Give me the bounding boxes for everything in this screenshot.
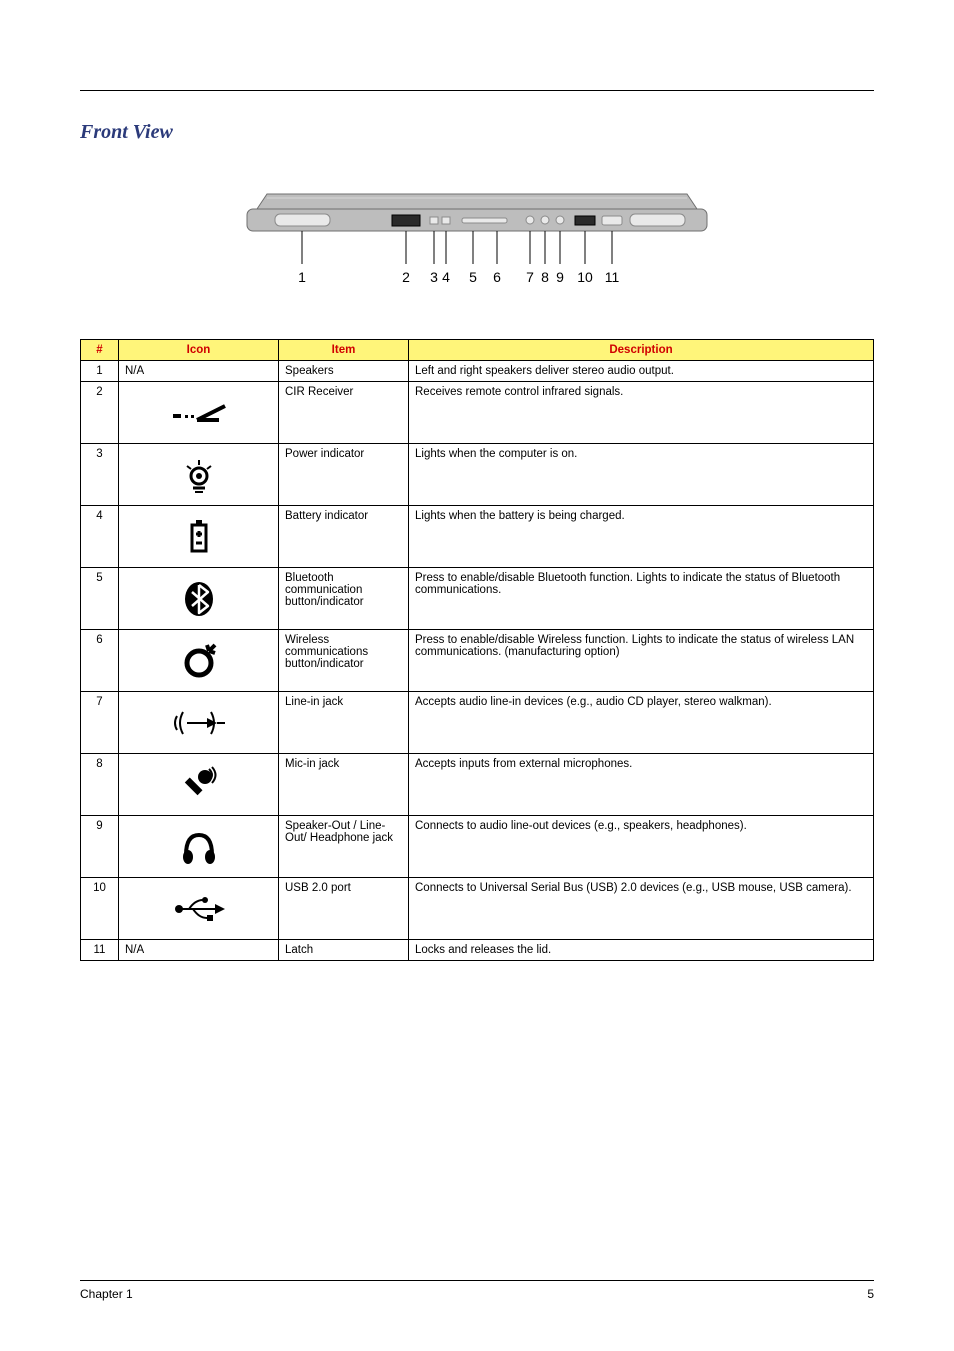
cell-icon — [119, 382, 279, 444]
cell-num: 10 — [81, 878, 119, 940]
cell-item: Wireless communications button/indicator — [279, 630, 409, 692]
cell-desc: Locks and releases the lid. — [409, 940, 874, 961]
front-view-figure: 1 2 3 4 5 6 7 8 9 10 11 — [80, 184, 874, 299]
table-header: # Icon Item Description — [81, 340, 874, 361]
cell-desc: Receives remote control infrared signals… — [409, 382, 874, 444]
power-indicator-icon — [180, 456, 218, 494]
callout-6: 6 — [493, 269, 501, 285]
callout-8: 8 — [541, 269, 549, 285]
th-item: Item — [279, 340, 409, 361]
callout-3: 3 — [430, 269, 438, 285]
callout-11: 11 — [605, 269, 620, 285]
cell-item: Mic-in jack — [279, 754, 409, 816]
wireless-icon — [179, 643, 219, 679]
cell-desc: Lights when the computer is on. — [409, 444, 874, 506]
cell-desc: Connects to Universal Serial Bus (USB) 2… — [409, 878, 874, 940]
page-footer: Chapter 1 5 — [80, 1280, 874, 1301]
table-row: 6 Wireless communications button/indicat… — [81, 630, 874, 692]
callout-10: 10 — [577, 269, 593, 285]
cell-desc: Press to enable/disable Wireless functio… — [409, 630, 874, 692]
headphone-icon — [178, 827, 220, 867]
page-number: 5 — [867, 1287, 874, 1301]
cell-icon — [119, 754, 279, 816]
table-row: 3 Power indicator Lights when the comput… — [81, 444, 874, 506]
cell-desc: Accepts audio line-in devices (e.g., aud… — [409, 692, 874, 754]
cell-num: 3 — [81, 444, 119, 506]
cell-icon — [119, 568, 279, 630]
cell-num: 1 — [81, 361, 119, 382]
table-row: 10 USB 2.0 port Connects to Universal Se… — [81, 878, 874, 940]
cell-num: 11 — [81, 940, 119, 961]
table-row: 1 N/A Speakers Left and right speakers d… — [81, 361, 874, 382]
chapter-label: Chapter 1 — [80, 1287, 133, 1301]
table-row: 5 Bluetooth communication button/indicat… — [81, 568, 874, 630]
callout-7: 7 — [526, 269, 534, 285]
cell-desc: Left and right speakers deliver stereo a… — [409, 361, 874, 382]
cell-num: 5 — [81, 568, 119, 630]
cell-item: Latch — [279, 940, 409, 961]
cell-num: 2 — [81, 382, 119, 444]
cell-num: 4 — [81, 506, 119, 568]
cell-num: 8 — [81, 754, 119, 816]
callout-9: 9 — [556, 269, 564, 285]
ports-table: # Icon Item Description 1 N/A Speakers L… — [80, 339, 874, 961]
cell-num: 9 — [81, 816, 119, 878]
bluetooth-icon — [182, 580, 216, 618]
laptop-front-svg: 1 2 3 4 5 6 7 8 9 10 11 — [237, 184, 717, 294]
cell-icon — [119, 692, 279, 754]
mic-icon — [179, 765, 219, 805]
cell-icon — [119, 878, 279, 940]
callout-2: 2 — [402, 269, 410, 285]
th-num: # — [81, 340, 119, 361]
cell-item: Battery indicator — [279, 506, 409, 568]
usb-icon — [171, 896, 227, 922]
cell-item: Speaker-Out / Line-Out/ Headphone jack — [279, 816, 409, 878]
table-row: 2 CIR Receiver Receives remote control i… — [81, 382, 874, 444]
cell-desc: Accepts inputs from external microphones… — [409, 754, 874, 816]
footer-rule — [80, 1280, 874, 1281]
top-rule — [80, 90, 874, 91]
cell-num: 7 — [81, 692, 119, 754]
cell-item: Line-in jack — [279, 692, 409, 754]
cell-icon — [119, 506, 279, 568]
callout-4: 4 — [442, 269, 450, 285]
page: Front View — [0, 0, 954, 1351]
table-row: 11 N/A Latch Locks and releases the lid. — [81, 940, 874, 961]
cell-icon: N/A — [119, 361, 279, 382]
table-row: 9 Speaker-Out / Line-Out/ Headphone jack… — [81, 816, 874, 878]
cir-icon — [171, 400, 227, 426]
cell-icon: N/A — [119, 940, 279, 961]
line-in-icon — [171, 706, 227, 740]
table-row: 4 Battery indicator Lights when the batt… — [81, 506, 874, 568]
cell-icon — [119, 444, 279, 506]
th-icon: Icon — [119, 340, 279, 361]
callout-1: 1 — [298, 269, 306, 285]
table-row: 8 Mic-in jack Accepts inputs from extern… — [81, 754, 874, 816]
callout-5: 5 — [469, 269, 477, 285]
section-title: Front View — [80, 121, 874, 144]
cell-item: USB 2.0 port — [279, 878, 409, 940]
cell-desc: Connects to audio line-out devices (e.g.… — [409, 816, 874, 878]
cell-icon — [119, 630, 279, 692]
cell-item: Power indicator — [279, 444, 409, 506]
cell-item: Bluetooth communication button/indicator — [279, 568, 409, 630]
cell-item: CIR Receiver — [279, 382, 409, 444]
th-desc: Description — [409, 340, 874, 361]
cell-icon — [119, 816, 279, 878]
cell-item: Speakers — [279, 361, 409, 382]
battery-icon — [184, 517, 214, 557]
cell-desc: Press to enable/disable Bluetooth functi… — [409, 568, 874, 630]
cell-num: 6 — [81, 630, 119, 692]
table-row: 7 Line-in jack Accepts audio line-in dev… — [81, 692, 874, 754]
cell-desc: Lights when the battery is being charged… — [409, 506, 874, 568]
